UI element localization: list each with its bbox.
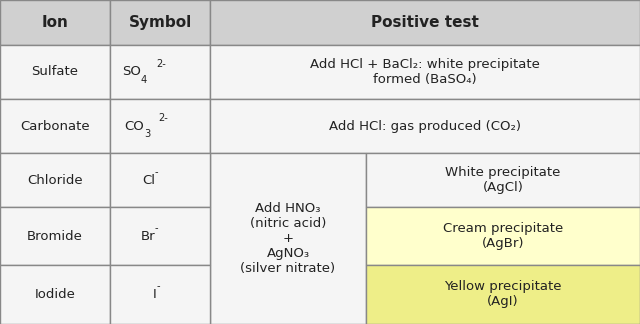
Bar: [0, 0, 110, 45]
Text: Add HNO₃
(nitric acid)
+
AgNO₃
(silver nitrate): Add HNO₃ (nitric acid) + AgNO₃ (silver n…: [241, 202, 335, 275]
Text: Cream precipitate
(AgBr): Cream precipitate (AgBr): [443, 222, 563, 250]
Bar: [0, 153, 110, 207]
Bar: [210, 99, 640, 153]
Text: Add HCl: gas produced (CO₂): Add HCl: gas produced (CO₂): [329, 120, 521, 133]
Bar: [110, 265, 210, 324]
Bar: [0, 45, 110, 99]
Text: Positive test: Positive test: [371, 15, 479, 30]
Bar: [210, 0, 640, 45]
Text: CO: CO: [124, 120, 144, 133]
Bar: [110, 207, 210, 265]
Text: 2-: 2-: [157, 59, 166, 69]
Bar: [110, 45, 210, 99]
Bar: [0, 265, 110, 324]
Text: White precipitate
(AgCl): White precipitate (AgCl): [445, 166, 561, 194]
Text: Ion: Ion: [42, 15, 68, 30]
Bar: [210, 45, 640, 99]
Text: Symbol: Symbol: [129, 15, 191, 30]
Bar: [110, 99, 210, 153]
Text: Chloride: Chloride: [28, 174, 83, 187]
Bar: [0, 99, 110, 153]
Text: -: -: [155, 167, 159, 177]
Bar: [110, 153, 210, 207]
Text: Bromide: Bromide: [27, 229, 83, 243]
Text: -: -: [155, 223, 159, 233]
Bar: [210, 153, 366, 324]
Bar: [366, 207, 640, 265]
Text: Cl: Cl: [142, 174, 155, 187]
Bar: [0, 207, 110, 265]
Text: Carbonate: Carbonate: [20, 120, 90, 133]
Text: 4: 4: [141, 75, 147, 85]
Text: 2-: 2-: [158, 113, 168, 123]
Text: Sulfate: Sulfate: [31, 65, 79, 78]
Text: SO: SO: [122, 65, 141, 78]
Bar: [110, 0, 210, 45]
Text: Iodide: Iodide: [35, 288, 76, 301]
Text: Add HCl + BaCl₂: white precipitate
formed (BaSO₄): Add HCl + BaCl₂: white precipitate forme…: [310, 58, 540, 86]
Text: Yellow precipitate
(AgI): Yellow precipitate (AgI): [444, 280, 562, 308]
Text: -: -: [156, 281, 160, 291]
Bar: [366, 265, 640, 324]
Text: I: I: [152, 288, 156, 301]
Text: 3: 3: [144, 129, 150, 139]
Text: Br: Br: [140, 229, 155, 243]
Bar: [366, 153, 640, 207]
